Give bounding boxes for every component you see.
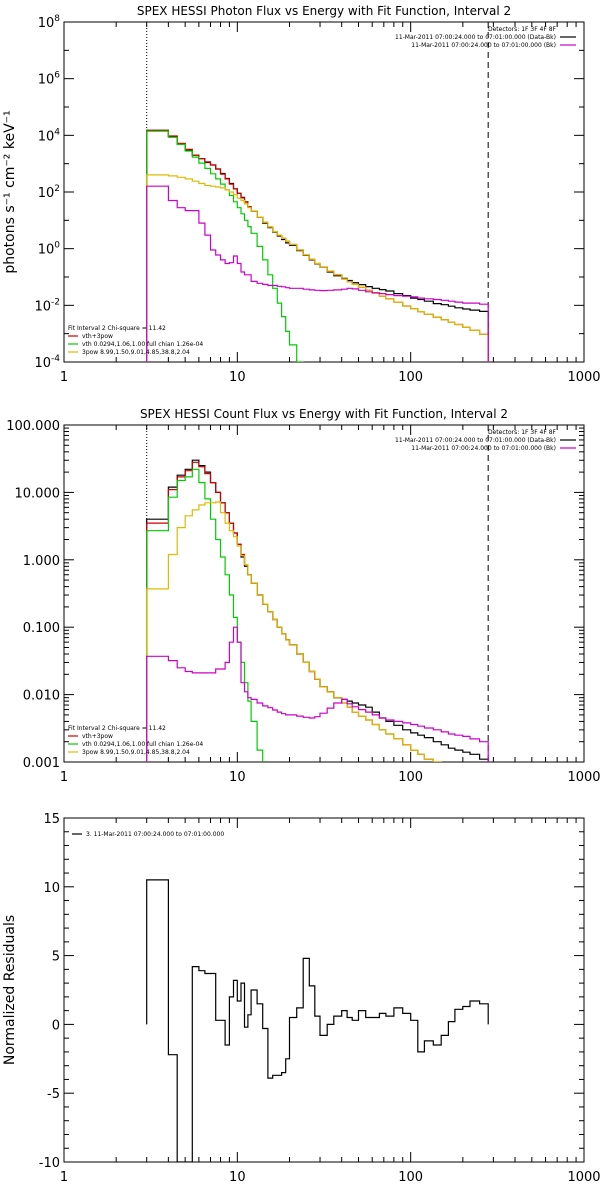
plot-frame (63, 424, 585, 763)
x-tick-label: 1 (60, 770, 68, 785)
y-tick-label: 104 (38, 127, 61, 144)
y-tick-label: -10 (39, 1156, 60, 1171)
x-tick-label: 10 (229, 370, 246, 385)
x-tick-label: 1000 (567, 370, 600, 385)
chart-title: SPEX HESSI Count Flux vs Energy with Fit… (140, 407, 508, 421)
data-area (146, 425, 489, 762)
y-tick-label: 0.010 (23, 689, 60, 704)
x-tick-label: 1 (60, 370, 68, 385)
x-tick-label: 10 (229, 1170, 246, 1185)
legend-entry: 11-Mar-2011 07:00:24.000 to 07:01:00.000… (411, 42, 556, 49)
legend-entry: 3pow 8.99,1.50,9.01,4.85,38.8,2.04 (82, 749, 190, 756)
legend-entry: Detectors: 1F 3F 4F 8F (488, 26, 557, 33)
plot-frame (63, 21, 585, 363)
plot-frame (63, 817, 585, 1163)
y-tick-label: 0 (52, 1018, 60, 1033)
data-area (146, 22, 489, 362)
x-tick-label: 10 (229, 770, 246, 785)
series-bk (146, 185, 489, 362)
series-vth (146, 468, 264, 762)
legend-entry: 11-Mar-2011 07:00:24.000 to 07:01:00.000… (411, 445, 556, 452)
chart-title: SPEX HESSI Photon Flux vs Energy with Fi… (137, 4, 511, 18)
y-tick-label: 0.001 (23, 756, 60, 771)
series-bk (146, 626, 489, 762)
chart-panel-1: SPEX HESSI Photon Flux vs Energy with Fi… (2, 4, 600, 385)
series-3pow (146, 501, 442, 762)
series-3pow (146, 174, 489, 362)
chart-panel-2: SPEX HESSI Count Flux vs Energy with Fit… (6, 407, 600, 785)
y-axis-label: Normalized Residuals (2, 915, 18, 1065)
legend-entry: vth 0.0294,1.06,1.00 full chian 1.26e-04 (82, 741, 203, 748)
y-tick-label: -5 (47, 1087, 60, 1102)
y-tick-label: 102 (38, 184, 60, 201)
x-tick-label: 1000 (567, 770, 600, 785)
data-area (146, 879, 489, 1162)
series-data-bk (146, 129, 489, 362)
y-tick-label: 10-4 (34, 354, 60, 371)
series-vth-3pow (146, 461, 442, 762)
x-tick-label: 1000 (567, 1170, 600, 1185)
series-vth (146, 130, 304, 362)
y-tick-label: 106 (38, 71, 61, 88)
y-tick-label: 108 (38, 14, 61, 31)
y-axis-label: photons s⁻¹ cm⁻² keV⁻¹ (2, 110, 18, 273)
series-vth-3pow (146, 129, 489, 362)
legend-entry: vth+3pow (82, 333, 113, 340)
y-tick-label: 10.000 (15, 486, 61, 501)
chart-panel-3: 1 10 100 1000 -10 -5 0 5 10 15 Normalized Residual… (2, 812, 600, 1185)
x-tick-label: 100 (398, 370, 423, 385)
legend-entry: 11-Mar-2011 07:00:24.000 to 07:01:00.000… (395, 34, 556, 41)
y-tick-label: 10 (43, 881, 60, 896)
legend-entry: 3pow 8.99,1.50,9.01,4.85,38.8,2.04 (82, 349, 190, 356)
legend-entry: 3. 11-Mar-2011 07:00:24.000 to 07:01:00.… (86, 831, 224, 838)
x-tick-label: 100 (398, 1170, 423, 1185)
legend-entry: vth 0.0294,1.06,1.00 full chian 1.26e-04 (82, 341, 203, 348)
y-tick-label: 100.000 (6, 419, 60, 434)
x-tick-label: 100 (398, 770, 423, 785)
y-tick-label: 1.000 (23, 554, 60, 569)
y-tick-label: 15 (43, 812, 60, 827)
legend-entry: Fit Interval 2 Chi-square = 11.42 (68, 725, 166, 732)
legend-entry: 11-Mar-2011 07:00:24.000 to 07:01:00.000… (395, 437, 556, 444)
series-residuals (146, 879, 489, 1162)
legend-entry: Fit Interval 2 Chi-square = 11.42 (68, 325, 166, 332)
y-tick-label: 100 (38, 241, 61, 258)
legend-entry: vth+3pow (82, 733, 113, 740)
y-tick-label: 0.100 (23, 621, 60, 636)
y-tick-label: 10-2 (34, 297, 60, 314)
legend-entry: Detectors: 1F 3F 4F 8F (488, 429, 557, 436)
y-tick-label: 5 (52, 950, 60, 965)
series-data-bk (146, 459, 489, 762)
x-tick-label: 1 (60, 1170, 68, 1185)
